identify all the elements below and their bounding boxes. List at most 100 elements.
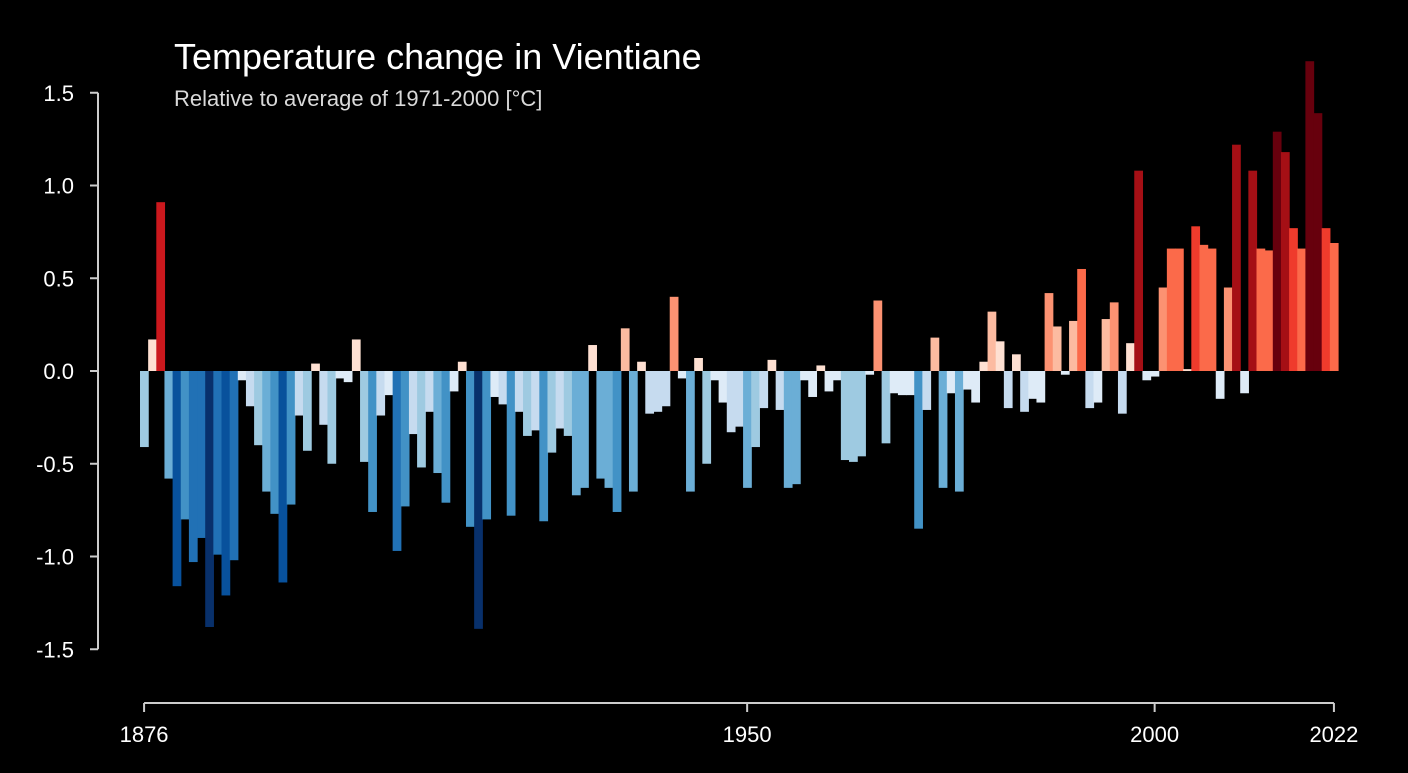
y-tick-label: 0.5 (43, 266, 74, 291)
bar-1890 (254, 371, 263, 446)
y-tick-label: 0.0 (43, 359, 74, 384)
bar-1992 (1085, 371, 1095, 409)
bar-2000 (1150, 371, 1160, 377)
x-axis: 1876 1950 2000 2022 (120, 702, 1358, 747)
bar-1953 (767, 359, 777, 371)
bar-1880 (172, 371, 182, 587)
bar-2020 (1313, 113, 1323, 371)
bar-1887 (229, 371, 239, 561)
bar-1908 (400, 371, 410, 507)
bar-1882 (188, 371, 198, 563)
bar-1917 (474, 371, 483, 629)
bar-1914 (449, 371, 459, 392)
bar-1928 (563, 371, 573, 436)
bar-1983 (1012, 354, 1021, 372)
bar-1973 (930, 337, 940, 371)
bar-1926 (547, 371, 557, 453)
bar-1879 (164, 371, 174, 479)
bar-1970 (906, 371, 915, 396)
bar-1963 (849, 371, 858, 462)
bar-2001 (1158, 287, 1168, 371)
y-tick-label: 1.0 (43, 174, 74, 199)
bar-1978 (971, 371, 981, 403)
bar-1979 (979, 361, 989, 372)
bar-1927 (555, 371, 565, 429)
x-tick-label: 1876 (120, 722, 169, 747)
bar-1990 (1069, 320, 1078, 372)
bar-1956 (791, 371, 801, 485)
bar-1929 (571, 371, 581, 496)
bar-2005 (1191, 226, 1201, 371)
y-tick-label: 1.5 (43, 81, 74, 106)
bar-1936 (628, 371, 638, 492)
bar-1893 (278, 371, 288, 583)
bar-1886 (221, 371, 231, 596)
chart-title: Temperature change in Vientiane (174, 36, 702, 77)
bar-2004 (1183, 369, 1192, 371)
bar-1919 (490, 371, 500, 397)
bar-1924 (531, 371, 540, 431)
bar-1939 (653, 371, 663, 412)
bar-1911 (425, 371, 434, 412)
bar-1966 (873, 300, 883, 371)
bar-2017 (1289, 228, 1298, 371)
bar-1940 (661, 371, 671, 407)
bar-1925 (539, 371, 549, 522)
bar-1881 (180, 371, 190, 520)
bar-1903 (360, 371, 369, 462)
y-tick-label: -1.5 (36, 637, 74, 662)
x-tick-label: 2022 (1309, 722, 1358, 747)
bar-2018 (1297, 248, 1306, 371)
bar-1987 (1044, 293, 1054, 371)
bar-2008 (1215, 371, 1225, 399)
bar-1941 (669, 296, 679, 371)
bar-1933 (604, 371, 614, 488)
bar-1962 (840, 371, 850, 461)
bar-2003 (1175, 248, 1184, 371)
bar-1951 (751, 371, 760, 448)
bar-1906 (384, 371, 394, 396)
bar-2022 (1329, 243, 1339, 371)
bar-1877 (148, 339, 157, 371)
bar-1888 (237, 371, 247, 381)
bar-1952 (759, 371, 769, 409)
bar-1946 (710, 371, 720, 381)
bar-1997 (1126, 343, 1135, 371)
bar-1943 (686, 371, 695, 492)
bar-2021 (1321, 228, 1331, 371)
bar-1965 (865, 371, 875, 375)
bar-1901 (343, 371, 353, 383)
bar-1922 (514, 371, 524, 412)
bar-1909 (408, 371, 418, 435)
bar-2013 (1256, 248, 1266, 371)
bar-2006 (1199, 244, 1209, 371)
bar-1980 (987, 311, 997, 371)
bar-1984 (1020, 371, 1029, 412)
bar-1937 (637, 361, 646, 372)
bar-1955 (783, 371, 793, 488)
bar-1878 (156, 202, 166, 371)
bar-1958 (808, 371, 818, 397)
bar-series (140, 61, 1339, 629)
bar-1905 (376, 371, 386, 416)
bar-1910 (417, 371, 426, 468)
bar-1897 (311, 363, 320, 371)
bar-2011 (1240, 371, 1249, 394)
bar-1891 (262, 371, 271, 492)
bar-2015 (1272, 131, 1282, 371)
bar-1964 (857, 371, 866, 457)
bar-1950 (743, 371, 752, 488)
bar-1921 (506, 371, 516, 516)
bar-1993 (1093, 371, 1103, 403)
bar-1898 (319, 371, 329, 425)
chart-subtitle: Relative to average of 1971-2000 [°C] (174, 86, 543, 111)
bar-1982 (1003, 371, 1013, 409)
bar-1938 (645, 371, 655, 414)
bar-1961 (832, 371, 842, 381)
bar-1883 (197, 371, 206, 538)
bar-1949 (734, 371, 744, 427)
bar-1947 (718, 371, 728, 403)
bar-1945 (702, 371, 712, 464)
bar-1918 (482, 371, 492, 520)
